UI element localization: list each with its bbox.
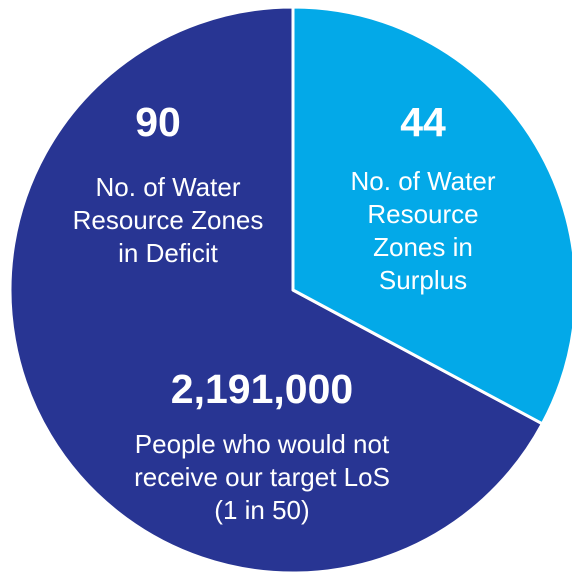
surplus-value: 44 [400, 99, 446, 145]
deficit-label-line-1: No. of Water [96, 172, 241, 202]
people-annotation-group: 2,191,000 People who would not receive o… [134, 366, 390, 525]
surplus-label-line-3: Zones in [373, 232, 473, 262]
surplus-label-line-1: No. of Water [351, 166, 496, 196]
people-label-line-2: receive our target LoS [134, 462, 390, 492]
pie-slice-surplus [291, 5, 572, 426]
deficit-label-group: 90 No. of Water Resource Zones in Defici… [73, 99, 264, 268]
deficit-label-line-3: in Deficit [118, 238, 218, 268]
surplus-label-group: 44 No. of Water Resource Zones in Surplu… [351, 99, 496, 295]
deficit-value: 90 [135, 99, 181, 145]
pie-slice-deficit [8, 5, 544, 572]
people-value: 2,191,000 [171, 366, 353, 412]
surplus-label-line-2: Resource [367, 199, 478, 229]
surplus-label-line-4: Surplus [379, 265, 467, 295]
people-label-line-3: (1 in 50) [214, 495, 309, 525]
pie-slices [8, 5, 572, 572]
deficit-label-line-2: Resource Zones [73, 205, 264, 235]
people-label-line-1: People who would not [135, 429, 390, 459]
